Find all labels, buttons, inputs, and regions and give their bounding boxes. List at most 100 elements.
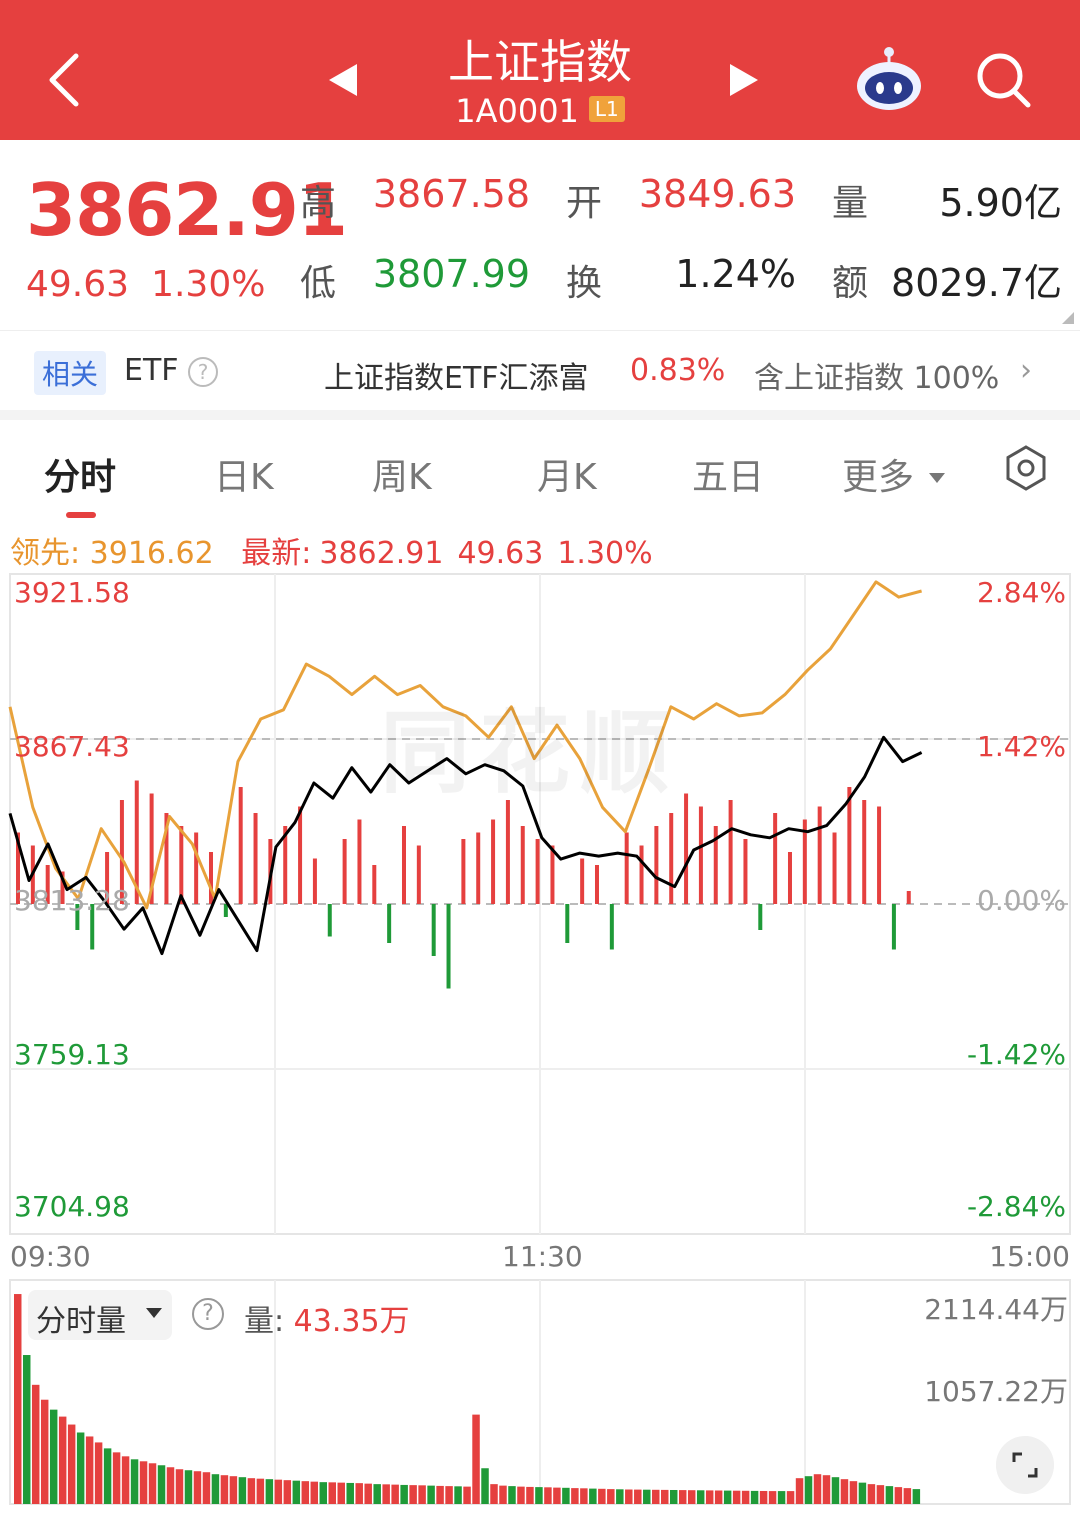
related-etf-bar[interactable]: 相关 ETF ? 上证指数ETF汇添富 0.83% 含上证指数 100% › xyxy=(0,330,1080,410)
momentum-bar xyxy=(787,852,792,904)
momentum-bar xyxy=(906,891,911,904)
volume-bar xyxy=(544,1487,552,1504)
volume-bar xyxy=(265,1479,274,1504)
chevron-right-icon[interactable]: › xyxy=(1020,353,1032,388)
volume-bar xyxy=(562,1487,570,1504)
volume-bar xyxy=(409,1485,417,1504)
volume-bar xyxy=(678,1490,687,1504)
volume-bar xyxy=(391,1484,399,1504)
robot-assistant-icon[interactable] xyxy=(852,44,926,112)
volume-bar xyxy=(759,1490,768,1504)
momentum-bar xyxy=(862,800,867,904)
tab-monthly-k[interactable]: 月K xyxy=(537,457,597,498)
momentum-bar xyxy=(164,813,169,904)
y-tick-right-1: 1.42% xyxy=(977,730,1066,763)
x-tick-2: 15:00 xyxy=(989,1240,1070,1273)
volume-mode-dropdown[interactable]: 分时量 xyxy=(28,1290,172,1340)
help-icon[interactable]: ? xyxy=(188,357,218,387)
caret-down-icon xyxy=(146,1308,162,1318)
x-tick-0: 09:30 xyxy=(10,1240,91,1273)
momentum-bar xyxy=(669,813,674,904)
volume-bar xyxy=(490,1484,498,1504)
back-icon[interactable] xyxy=(40,50,90,110)
quote-panel: 3862.91 49.63 1.30% 高 3867.58 低 3807.99 开… xyxy=(0,140,1080,330)
momentum-bar xyxy=(357,819,362,904)
tab-daily-k[interactable]: 日K xyxy=(214,457,274,498)
tab-five-day[interactable]: 五日 xyxy=(692,457,765,498)
volume-bar xyxy=(508,1486,516,1504)
volume-help-icon[interactable]: ? xyxy=(192,1298,224,1330)
momentum-bar xyxy=(684,793,689,904)
volume-bar xyxy=(795,1478,804,1504)
volume-bar xyxy=(76,1432,85,1504)
high-value: 3867.58 xyxy=(372,172,530,216)
momentum-bar xyxy=(758,904,763,930)
etf-fund-name: 上证指数ETF汇添富 xyxy=(324,361,589,396)
lead-value: 3916.62 xyxy=(89,536,214,571)
momentum-bar xyxy=(639,845,644,904)
volume-bar xyxy=(903,1488,912,1504)
volume-bar xyxy=(184,1470,193,1504)
momentum-bar xyxy=(401,826,406,904)
volume-bar xyxy=(49,1409,58,1504)
momentum-bar xyxy=(16,832,20,904)
volume-bar xyxy=(22,1355,31,1504)
volume-bar xyxy=(768,1491,777,1504)
volume-bar xyxy=(256,1478,265,1504)
chart-grid xyxy=(9,573,1071,1235)
volume-bar xyxy=(481,1468,489,1504)
volume-bar xyxy=(148,1463,157,1504)
volume-bar xyxy=(193,1471,202,1504)
momentum-bar xyxy=(624,832,629,904)
search-icon[interactable] xyxy=(974,50,1034,110)
fullscreen-icon[interactable] xyxy=(996,1436,1054,1494)
volume-bar xyxy=(867,1484,876,1504)
previous-stock-icon[interactable] xyxy=(325,62,359,98)
volume-bar xyxy=(858,1482,867,1504)
tab-intraday[interactable]: 分时 xyxy=(44,457,117,498)
low-value: 3807.99 xyxy=(372,252,530,296)
tab-more[interactable]: 更多 xyxy=(842,448,946,500)
volume-bar xyxy=(912,1489,921,1504)
volume-bar xyxy=(876,1485,885,1504)
momentum-bar xyxy=(75,904,80,930)
momentum-bar xyxy=(654,826,659,904)
volume-bar xyxy=(346,1482,354,1504)
volume-bar xyxy=(14,1294,22,1504)
volume-bar xyxy=(94,1442,103,1504)
volume-bar xyxy=(813,1474,822,1504)
y-tick-right-3: -1.42% xyxy=(966,1038,1066,1071)
volume-bar xyxy=(229,1476,238,1504)
turnover-label: 换 xyxy=(566,263,603,304)
momentum-bar xyxy=(520,826,525,904)
volume-bar xyxy=(373,1484,381,1504)
volume-value: 5.90亿 xyxy=(939,181,1062,225)
volume-bar xyxy=(220,1475,229,1504)
next-stock-icon[interactable] xyxy=(728,62,762,98)
momentum-bar xyxy=(550,845,555,904)
volume-bar xyxy=(202,1472,211,1504)
stock-code-text: 1A0001 xyxy=(455,92,579,130)
tab-weekly-k[interactable]: 周K xyxy=(372,457,432,498)
volume-bar xyxy=(625,1489,633,1504)
top-bar: 上证指数 1A0001 L1 xyxy=(0,0,1080,140)
lead-label: 领先: xyxy=(10,536,81,571)
volume-readout-label: 量: xyxy=(244,1304,285,1339)
volume-bar xyxy=(777,1491,786,1504)
volume-bar xyxy=(786,1491,795,1504)
volume-bar xyxy=(526,1486,534,1504)
stock-code: 1A0001 L1 xyxy=(380,92,700,130)
intraday-chart[interactable]: 同花顺 3921.58 3867.43 3813.28 3759.13 3704… xyxy=(0,570,1080,1530)
volume-bar xyxy=(894,1487,903,1504)
momentum-bar xyxy=(60,871,65,904)
change-value: 49.63 xyxy=(26,264,130,305)
level-badge: L1 xyxy=(588,96,625,122)
momentum-bar xyxy=(431,904,436,956)
volume-bar xyxy=(85,1436,94,1504)
y-tick-right-4: -2.84% xyxy=(966,1190,1066,1223)
volume-bar xyxy=(157,1465,166,1504)
volume-bar xyxy=(571,1488,579,1504)
momentum-bar xyxy=(149,793,154,904)
settings-icon[interactable] xyxy=(1002,444,1050,492)
expand-corner-icon[interactable] xyxy=(1062,312,1074,324)
